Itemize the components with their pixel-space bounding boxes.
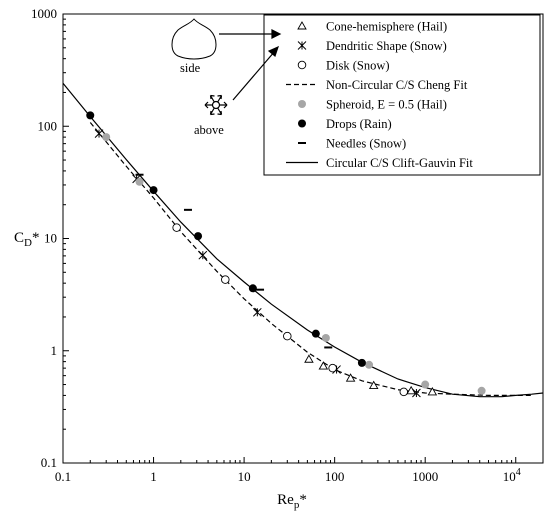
arrowhead-side xyxy=(271,29,282,39)
x-tick-label-power: 104 xyxy=(503,467,521,484)
x-axis-tick-labels: 0.1 1 10 100 1000 104 xyxy=(55,467,521,484)
open-circle-marker xyxy=(283,331,292,341)
data-point xyxy=(321,333,330,342)
particle-insets: side above xyxy=(171,18,228,137)
triangle-marker xyxy=(304,354,314,363)
data-point xyxy=(421,380,430,389)
triangle-marker xyxy=(318,361,329,370)
arrowhead-above xyxy=(267,45,279,58)
data-point xyxy=(412,388,421,398)
legend: Cone-hemisphere (Hail) Dendritic Shape (S… xyxy=(263,14,541,176)
filled-circle-marker xyxy=(86,111,95,120)
arrow-above-to-dendritic xyxy=(232,50,276,101)
legend-box xyxy=(263,14,541,176)
legend-marker xyxy=(297,41,307,50)
data-point xyxy=(94,129,104,138)
data-point xyxy=(318,361,329,370)
gray-circle-marker xyxy=(477,386,486,395)
data-point xyxy=(345,373,356,382)
open-circle-marker xyxy=(221,275,230,284)
data-point xyxy=(149,186,158,195)
triangle-marker xyxy=(427,386,438,396)
gray-circle-marker xyxy=(298,100,306,108)
triangle-marker xyxy=(345,373,356,382)
data-point xyxy=(283,331,292,341)
data-point xyxy=(477,386,486,395)
data-point xyxy=(252,307,262,317)
legend-marker xyxy=(298,119,306,128)
y-tick-label: 1 xyxy=(51,343,58,358)
filled-circle-marker xyxy=(311,329,320,338)
legend-marker xyxy=(297,60,307,70)
legend-marker xyxy=(298,100,306,108)
data-point xyxy=(399,387,409,397)
y-axis-label-subscript: D xyxy=(24,237,32,249)
x-tick-label: 0.1 xyxy=(55,469,71,484)
y-tick-label: 10 xyxy=(44,231,57,246)
x-tick-label: 10 xyxy=(238,469,251,484)
filled-circle-marker xyxy=(357,358,366,367)
open-circle-marker xyxy=(297,60,307,70)
filled-circle-marker xyxy=(248,284,257,293)
filled-circle-marker xyxy=(149,186,158,195)
hailstone-side-icon xyxy=(171,18,217,60)
data-point xyxy=(86,111,95,120)
open-circle-marker xyxy=(399,387,409,397)
data-point xyxy=(311,329,320,338)
data-point xyxy=(248,284,257,293)
data-point xyxy=(221,275,230,284)
y-tick-label: 100 xyxy=(38,118,58,133)
data-point xyxy=(172,223,181,232)
y-axis-label: CD* xyxy=(14,230,39,249)
data-point xyxy=(198,250,208,260)
y-tick-label: 1000 xyxy=(31,6,57,21)
data-markers xyxy=(86,111,486,398)
data-point xyxy=(194,232,203,241)
data-point xyxy=(102,133,111,142)
x-tick-label: 100 xyxy=(325,469,345,484)
inset-arrows xyxy=(219,29,282,101)
x-axis-label-subscript: p xyxy=(294,499,300,511)
x-tick-label: 1 xyxy=(150,469,157,484)
data-point xyxy=(427,386,438,396)
legend-label: Drops (Rain) xyxy=(326,117,392,131)
data-point xyxy=(368,380,379,389)
y-tick-label: 0.1 xyxy=(41,455,57,470)
legend-label: Circular C/S Clift-Gauvin Fit xyxy=(326,156,473,170)
inset-label-side: side xyxy=(180,61,201,75)
filled-circle-marker xyxy=(298,119,306,128)
open-circle-marker xyxy=(172,223,181,232)
gray-circle-marker xyxy=(365,360,374,369)
snowflake-above-icon xyxy=(204,94,228,116)
axis-ticks xyxy=(62,13,544,464)
open-circle-marker xyxy=(328,363,337,373)
gray-circle-marker xyxy=(135,177,144,186)
filled-circle-marker xyxy=(194,232,203,241)
gray-circle-marker xyxy=(321,333,330,342)
data-point xyxy=(328,363,337,373)
legend-label: Cone-hemisphere (Hail) xyxy=(326,20,447,34)
cheng-fit-line xyxy=(89,122,532,396)
triangle-marker xyxy=(297,21,307,30)
legend-label: Spheroid, E = 0.5 (Hail) xyxy=(326,98,447,112)
x-tick-label: 1000 xyxy=(412,469,438,484)
gray-circle-marker xyxy=(421,380,430,389)
legend-label: Disk (Snow) xyxy=(326,59,390,73)
data-point xyxy=(304,354,314,363)
triangle-marker xyxy=(368,380,379,389)
legend-marker xyxy=(297,21,307,30)
legend-label: Non-Circular C/S Cheng Fit xyxy=(326,78,468,92)
inset-label-above: above xyxy=(194,123,224,137)
legend-label: Dendritic Shape (Snow) xyxy=(326,39,447,53)
x-axis-label: Rep* xyxy=(277,492,307,511)
data-point xyxy=(135,177,144,186)
y-axis-tick-labels: 0.1 1 10 100 1000 xyxy=(31,6,57,470)
data-point xyxy=(365,360,374,369)
data-point xyxy=(357,358,366,367)
legend-label: Needles (Snow) xyxy=(326,137,406,151)
gray-circle-marker xyxy=(102,133,111,142)
